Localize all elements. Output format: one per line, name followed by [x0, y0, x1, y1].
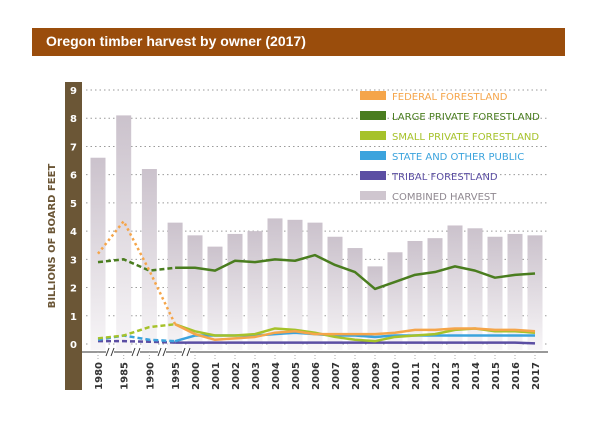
- series-line-dashed: [97, 218, 177, 325]
- y-tick-label: 3: [70, 255, 77, 266]
- x-tick-label: 2011: [411, 362, 422, 390]
- chart-title-bar: Oregon timber harvest by owner (2017): [32, 28, 565, 56]
- x-tick-label: 2009: [371, 362, 382, 390]
- bar-combined-harvest: [467, 228, 483, 350]
- axis-break-gap: [132, 348, 140, 356]
- bar-combined-harvest: [90, 157, 106, 350]
- x-tick-label: 2007: [331, 362, 342, 390]
- bar-combined-harvest: [507, 233, 523, 350]
- bar-combined-harvest: [187, 235, 203, 350]
- bar-combined-harvest: [347, 248, 363, 350]
- bar-combined-harvest: [167, 222, 183, 350]
- series-line: [174, 323, 536, 342]
- y-tick-label: 0: [70, 340, 77, 351]
- x-tick-label: 2000: [191, 362, 202, 390]
- y-axis-band: [65, 82, 82, 390]
- axis-break-mark: [162, 347, 167, 357]
- bar-combined-harvest: [487, 236, 503, 350]
- axis-break-mark: [110, 347, 115, 357]
- bar-combined-harvest: [407, 240, 423, 350]
- legend-label: LARGE PRIVATE FORESTLAND: [392, 112, 540, 123]
- axis-break-mark: [181, 347, 186, 357]
- x-tick-label: 2013: [451, 362, 462, 390]
- y-tick-label: 7: [70, 142, 77, 153]
- legend-swatch: [360, 151, 386, 160]
- x-tick-label: 2008: [351, 362, 362, 390]
- series-line: [175, 341, 536, 345]
- x-tick-label: 2006: [311, 362, 322, 390]
- x-tick-label: 2015: [491, 362, 502, 390]
- x-tick-label: 1980: [94, 362, 105, 390]
- bar-combined-harvest: [116, 115, 132, 351]
- series-line-dashed: [97, 334, 176, 343]
- bar-combined-harvest: [447, 225, 463, 350]
- legend-swatch: [360, 111, 386, 120]
- y-tick-label: 5: [70, 199, 77, 210]
- legend-label: FEDERAL FORESTLAND: [392, 92, 508, 103]
- legend-label: COMBINED HARVEST: [392, 192, 497, 203]
- x-tick-label: 1985: [120, 362, 131, 390]
- x-tick-label: 2010: [391, 362, 402, 390]
- axis-break-mark: [131, 347, 136, 357]
- series-line: [175, 253, 536, 291]
- axis-break-mark: [157, 347, 162, 357]
- y-axis-label: BILLIONS OF BOARD FEET: [47, 164, 58, 309]
- y-tick-label: 1: [70, 312, 77, 323]
- y-tick-label: 6: [70, 171, 77, 182]
- bar-combined-harvest: [527, 235, 543, 350]
- legend-swatch: [360, 91, 386, 100]
- x-tick-label: 2003: [251, 362, 262, 390]
- series-line-dashed: [97, 323, 176, 340]
- bar-combined-harvest: [207, 246, 223, 350]
- bar-combined-harvest: [227, 233, 243, 350]
- x-tick-label: 2014: [471, 362, 482, 390]
- legend-label: SMALL PRIVATE FORESTLAND: [392, 132, 539, 143]
- chart-title: Oregon timber harvest by owner (2017): [46, 33, 306, 49]
- legend-swatch: [360, 131, 386, 140]
- legend-swatch: [360, 191, 386, 200]
- axis-break-gap: [158, 348, 166, 356]
- bar-combined-harvest: [427, 238, 443, 350]
- bar-combined-harvest: [141, 169, 157, 350]
- y-tick-label: 9: [70, 86, 77, 97]
- bar-combined-harvest: [307, 222, 323, 350]
- y-tick-label: 8: [70, 114, 77, 125]
- axis-break-mark: [105, 347, 110, 357]
- x-tick-label: 1990: [145, 362, 156, 390]
- x-tick-label: 2012: [431, 362, 442, 390]
- x-tick-label: 2001: [211, 362, 222, 390]
- x-tick-label: 2004: [271, 362, 282, 390]
- series-line-dashed: [98, 339, 176, 344]
- x-tick-label: 1995: [171, 362, 182, 390]
- y-tick-label: 4: [70, 227, 77, 238]
- y-tick-label: 2: [70, 284, 77, 295]
- legend-swatch: [360, 171, 386, 180]
- axis-break-gap: [182, 348, 190, 356]
- bar-combined-harvest: [287, 219, 303, 350]
- legend-label: STATE AND OTHER PUBLIC: [392, 152, 524, 163]
- axis-break-gap: [106, 348, 114, 356]
- axis-break-mark: [136, 347, 141, 357]
- x-tick-label: 2017: [531, 362, 542, 390]
- x-tick-label: 2005: [291, 362, 302, 390]
- x-tick-label: 2002: [231, 362, 242, 390]
- legend-label: TRIBAL FORESTLAND: [391, 172, 498, 183]
- bar-combined-harvest: [387, 252, 403, 350]
- x-tick-label: 2016: [511, 362, 522, 390]
- bar-combined-harvest: [267, 218, 283, 350]
- series-line-dashed: [97, 258, 176, 272]
- axis-break-mark: [186, 347, 191, 357]
